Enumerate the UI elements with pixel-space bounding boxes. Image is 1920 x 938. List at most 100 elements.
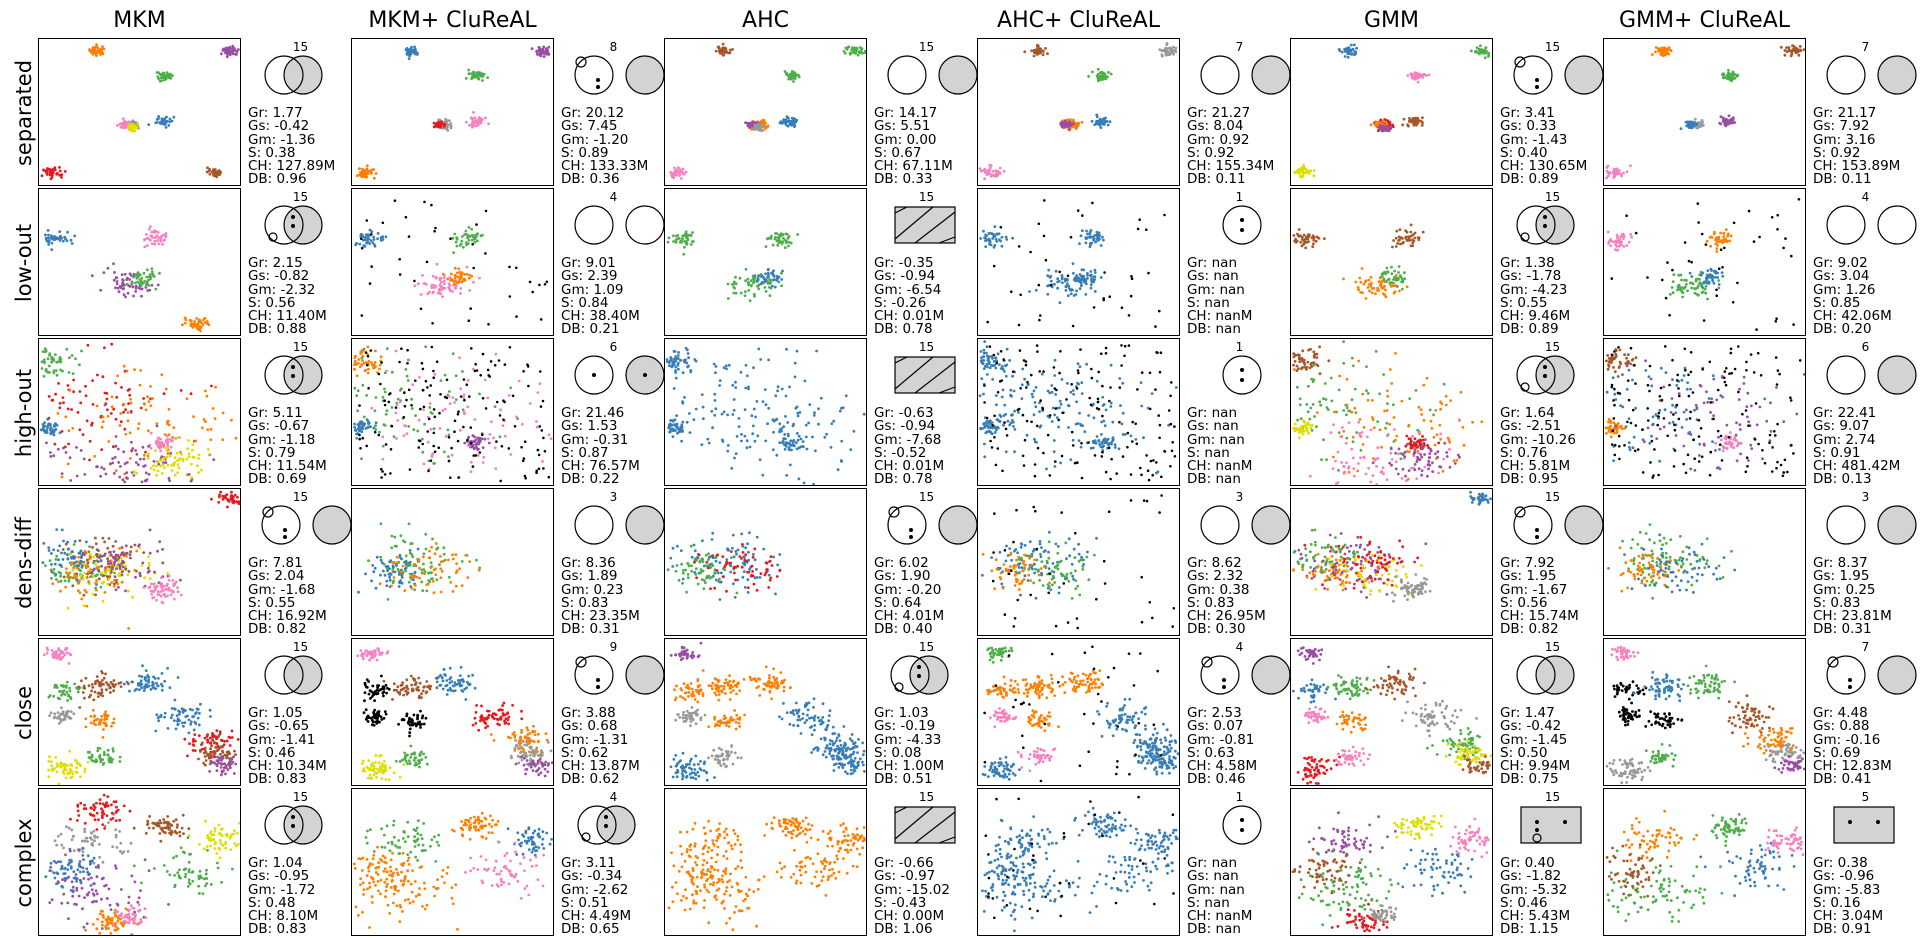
- scatter-point: [135, 452, 139, 456]
- scatter-point: [802, 481, 806, 485]
- metric-value: 0.11: [1215, 171, 1246, 188]
- outlier-point: [418, 439, 422, 443]
- scatter-point: [486, 396, 490, 400]
- metric-gs: Gs: -0.42: [248, 120, 335, 134]
- scatter-point: [361, 383, 365, 387]
- outlier-point: [447, 459, 451, 463]
- scatter-point: [354, 243, 357, 247]
- scatter-point: [1343, 55, 1347, 58]
- scatter-point: [1401, 242, 1404, 245]
- metric-value: 20.12: [585, 105, 625, 121]
- outlier-point: [524, 476, 527, 480]
- scatter-point: [797, 477, 801, 481]
- scatter-point: [162, 122, 166, 126]
- scatter-point: [1483, 56, 1487, 60]
- scatter-point: [211, 171, 215, 175]
- scatter-point: [832, 419, 836, 423]
- scatter-point: [1721, 73, 1724, 76]
- scatter-point: [49, 426, 53, 430]
- scatter-point: [1053, 358, 1057, 362]
- outlier-point: [1103, 271, 1106, 274]
- scatter-point: [726, 449, 730, 453]
- scatter-point: [137, 274, 141, 278]
- scatter-point: [117, 461, 120, 464]
- cluster-blue: [978, 363, 1178, 475]
- scatter-point: [1013, 428, 1017, 431]
- scatter-point: [146, 395, 149, 399]
- scatter-point: [363, 236, 367, 239]
- scatter-point: [158, 271, 161, 275]
- diagram-dot: [1240, 218, 1244, 222]
- scatter-point: [1802, 48, 1805, 52]
- scatter-point: [122, 450, 126, 454]
- panel-cell: 1 Gr: nan Gs: nan Gm: nan S: nan CH: nanM DB: …: [977, 188, 1292, 338]
- outlier-point: [445, 396, 449, 400]
- scatter-point: [355, 436, 359, 440]
- scatter-point: [147, 284, 151, 287]
- scatter-point: [830, 422, 834, 426]
- scatter-point: [1158, 48, 1162, 52]
- metric-label: Gm:: [1813, 281, 1846, 298]
- metric-value: 1.53: [587, 418, 618, 435]
- scatter-point: [786, 421, 790, 424]
- scatter-point: [1054, 393, 1057, 396]
- diagram-circle: [264, 355, 304, 395]
- scatter-point: [132, 129, 136, 132]
- scatter-point: [51, 236, 55, 240]
- scatter-point: [718, 48, 722, 52]
- scatter-point: [426, 440, 430, 444]
- scatter-point: [1394, 245, 1398, 248]
- scatter-point: [674, 369, 677, 372]
- scatter-point: [728, 48, 732, 52]
- outlier-point: [1687, 259, 1691, 263]
- scatter-point: [740, 433, 743, 436]
- cluster-pink: [1406, 71, 1431, 84]
- outlier-point: [497, 359, 501, 362]
- scatter-point: [66, 407, 70, 411]
- scatter-point: [1410, 119, 1414, 123]
- scatter-point: [999, 367, 1003, 370]
- scatter-point: [47, 233, 50, 237]
- scatter-point: [402, 434, 406, 438]
- metric-gm: Gm: -0.31: [561, 433, 640, 447]
- scatter-point: [131, 447, 135, 450]
- scatter-point: [373, 244, 377, 248]
- scatter-point: [1671, 291, 1675, 295]
- scatter-point: [206, 166, 209, 170]
- scatter-point: [147, 227, 151, 231]
- metric-s: S: 0.84: [561, 296, 640, 310]
- scatter-point: [134, 449, 137, 452]
- scatter-point: [449, 122, 453, 125]
- scatter-point: [1032, 413, 1036, 417]
- metric-value: -0.94: [900, 418, 936, 435]
- outlier-point: [450, 446, 453, 450]
- scatter-point: [1618, 238, 1622, 242]
- scatter-point: [1074, 422, 1078, 426]
- scatter-point: [813, 411, 816, 414]
- scatter-point: [747, 288, 751, 292]
- scatter-point: [1023, 50, 1027, 54]
- outlier-point: [361, 436, 364, 440]
- metric-ch: CH: 133.33M: [561, 159, 648, 173]
- scatter-point: [717, 45, 721, 49]
- scatter-point: [674, 359, 677, 363]
- metric-value: 42.06M: [1841, 308, 1892, 325]
- metric-db: DB: 0.89: [1500, 323, 1570, 337]
- scatter-point: [774, 394, 778, 398]
- scatter-point: [438, 289, 441, 293]
- scatter-point: [1134, 438, 1138, 441]
- scatter-point: [453, 286, 457, 290]
- scatter-point: [144, 286, 148, 289]
- scatter-point: [724, 364, 728, 368]
- scatter-point: [787, 235, 791, 238]
- metric-value: 127.89M: [276, 158, 336, 175]
- metrics-list: Gr: 3.41 Gs: 0.33 Gm: -1.43 S: 0.40 CH: 130.…: [1500, 106, 1587, 187]
- scatter-point: [1685, 124, 1689, 127]
- scatter-point: [133, 125, 137, 129]
- scatter-point: [841, 406, 845, 409]
- scatter-point: [726, 297, 730, 300]
- scatter-point: [390, 406, 394, 409]
- scatter-point: [46, 370, 49, 374]
- scatter-point: [483, 378, 487, 382]
- scatter-point: [125, 121, 128, 124]
